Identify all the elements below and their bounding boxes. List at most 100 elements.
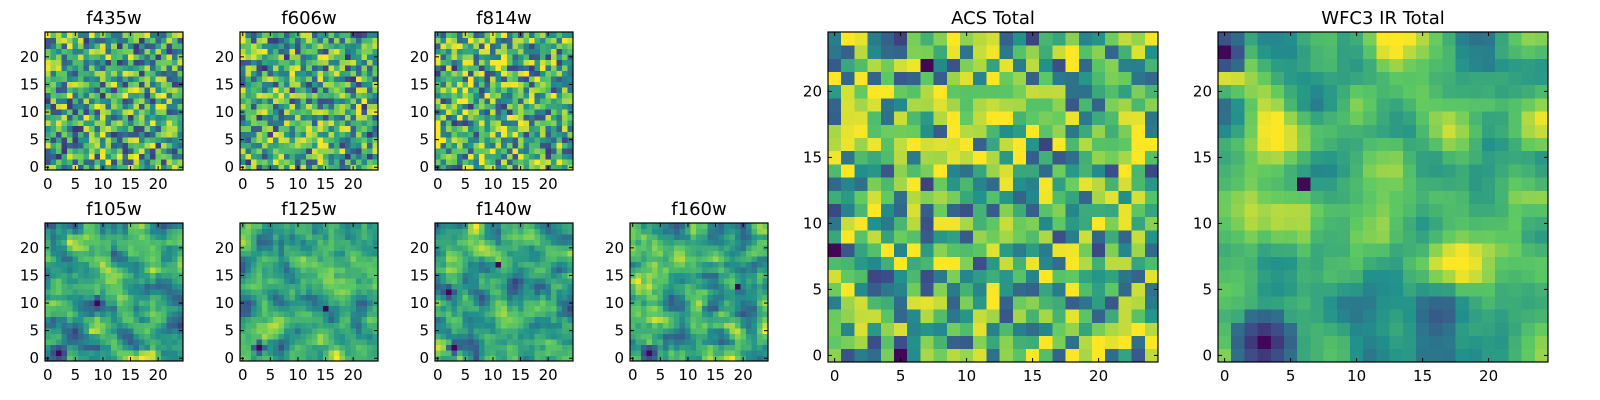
heatmap-cell — [284, 355, 291, 362]
heatmap-cell — [490, 311, 497, 318]
heatmap-cell — [105, 32, 112, 38]
heatmap-cell — [484, 158, 491, 165]
heatmap-cell — [468, 311, 475, 318]
heatmap-cell — [56, 43, 62, 49]
axes-frame — [239, 222, 379, 362]
x-tick-label: 0 — [628, 366, 638, 384]
heatmap-cell — [506, 136, 513, 143]
heatmap-cell — [306, 114, 313, 121]
x-tick-label: 20 — [734, 366, 753, 384]
heatmap-cell — [920, 150, 934, 165]
heatmap-cell — [116, 344, 123, 351]
heatmap-cell — [78, 43, 85, 49]
heatmap-cell — [1039, 177, 1053, 191]
heatmap-cell — [960, 322, 974, 336]
panel-title: f160w — [671, 199, 726, 220]
heatmap-cell — [440, 256, 447, 263]
heatmap-cell — [105, 142, 112, 149]
heatmap-cell — [501, 147, 508, 154]
heatmap-cell — [160, 125, 167, 132]
heatmap-cell — [56, 59, 62, 66]
heatmap-cell — [734, 333, 741, 340]
heatmap-cell — [295, 65, 302, 72]
heatmap-cell — [278, 250, 285, 257]
heatmap-cell — [138, 87, 145, 94]
heatmap-cell — [138, 261, 145, 268]
heatmap-cell — [67, 98, 73, 105]
heatmap-cell — [306, 43, 313, 49]
heatmap-cell — [933, 269, 948, 284]
heatmap-cell — [251, 81, 257, 88]
heatmap-cell — [111, 333, 118, 340]
heatmap-cell — [451, 70, 458, 77]
heatmap-cell — [322, 294, 329, 301]
heatmap-cell — [501, 261, 508, 268]
heatmap-cell — [78, 234, 85, 240]
heatmap-cell — [300, 327, 307, 334]
heatmap-cell — [468, 338, 475, 345]
heatmap-cell — [295, 43, 302, 49]
heatmap-cell — [361, 245, 368, 251]
heatmap-cell — [361, 311, 368, 318]
heatmap-cell — [523, 355, 530, 362]
heatmap-cell — [468, 158, 475, 165]
heatmap-cell — [528, 223, 535, 229]
heatmap-cell — [440, 164, 447, 171]
heatmap-cell — [133, 300, 140, 307]
heatmap-cell — [133, 349, 140, 356]
heatmap-cell — [440, 272, 447, 279]
heatmap-cell — [116, 92, 123, 99]
heatmap-cell — [506, 48, 513, 55]
heatmap-cell — [289, 344, 296, 351]
heatmap-cell — [72, 305, 79, 312]
heatmap-cell — [61, 327, 68, 334]
heatmap-cell — [468, 59, 475, 66]
heatmap-cell — [685, 256, 692, 263]
heatmap-cell — [322, 98, 329, 105]
heatmap-cell — [556, 125, 563, 132]
heatmap-cell — [506, 65, 513, 72]
heatmap-cell — [561, 32, 568, 38]
heatmap-cell — [171, 250, 178, 257]
heatmap-cell — [506, 311, 513, 318]
panel-title: f125w — [281, 199, 336, 220]
heatmap-cell — [322, 283, 329, 290]
heatmap-cell — [306, 234, 313, 240]
heatmap-cell — [45, 120, 51, 127]
heatmap-cell — [289, 158, 296, 165]
heatmap-cell — [707, 305, 714, 312]
heatmap-cell — [946, 296, 961, 310]
heatmap-cell — [473, 223, 480, 229]
heatmap-cell — [133, 92, 140, 99]
heatmap-cell — [630, 316, 636, 323]
heatmap-cell — [729, 338, 736, 345]
heatmap-cell — [144, 103, 151, 110]
heatmap-cell — [83, 338, 90, 345]
heatmap-cell — [867, 164, 882, 178]
heatmap-cell — [328, 114, 335, 121]
heatmap-cell — [435, 228, 441, 235]
heatmap-cell — [561, 136, 568, 143]
heatmap-cell — [473, 316, 480, 323]
heatmap-cell — [528, 300, 535, 307]
heatmap-cell — [534, 239, 541, 246]
heatmap-cell — [729, 327, 736, 334]
heatmap-cell — [652, 283, 658, 290]
heatmap-cell — [1052, 322, 1066, 336]
heatmap-cell — [528, 344, 535, 351]
heatmap-cell — [372, 87, 379, 94]
heatmap-cell — [484, 223, 491, 229]
heatmap-cell — [528, 327, 535, 334]
heatmap-cell — [355, 109, 362, 116]
heatmap-cell — [490, 316, 497, 323]
heatmap-cell — [366, 234, 373, 240]
heatmap-cell — [366, 158, 373, 165]
heatmap-cell — [295, 311, 302, 318]
heatmap-cell — [50, 223, 57, 229]
heatmap-cell — [67, 142, 73, 149]
heatmap-cell — [155, 311, 162, 318]
heatmap-cell — [451, 349, 458, 356]
heatmap-cell — [122, 103, 129, 110]
heatmap-cell — [50, 333, 57, 340]
heatmap-cell — [56, 223, 62, 229]
